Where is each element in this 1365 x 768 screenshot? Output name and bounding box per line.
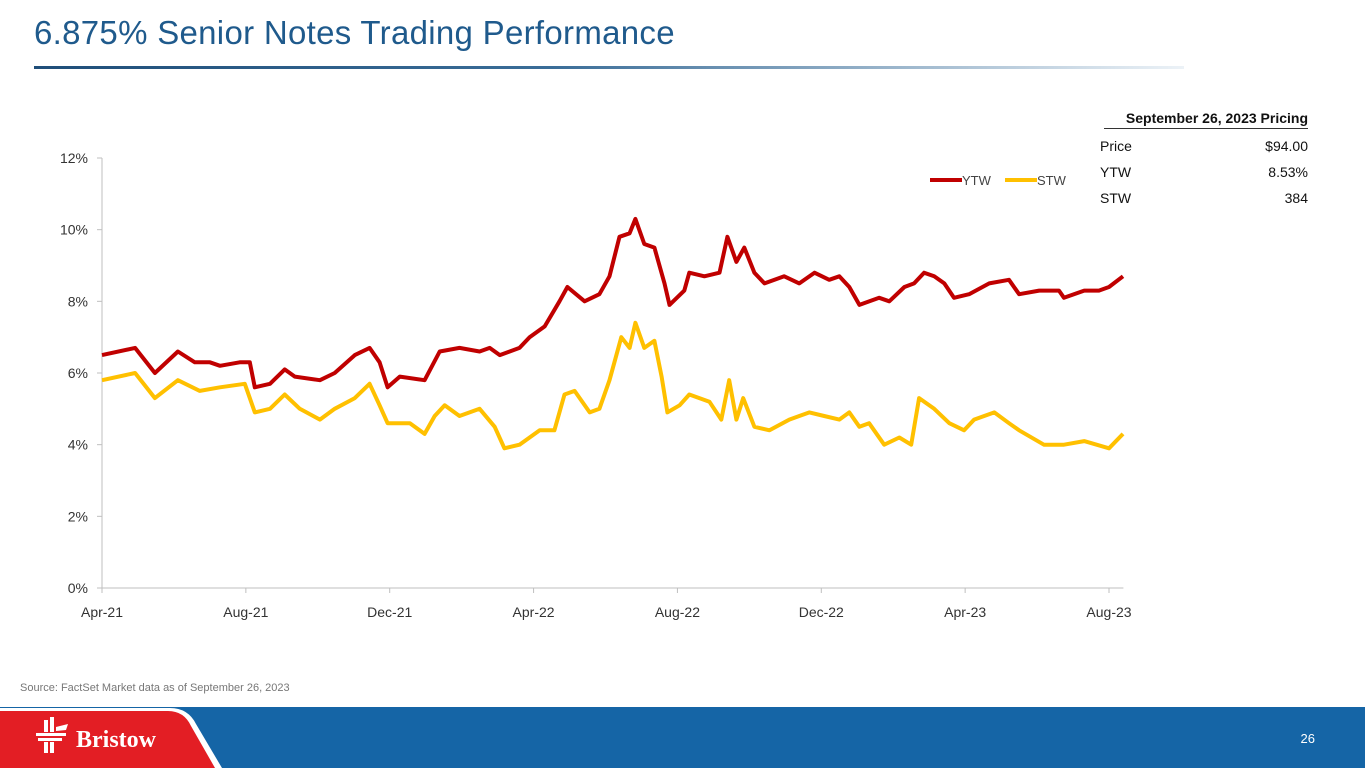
x-tick-label: Apr-23: [944, 604, 986, 620]
pricing-header: September 26, 2023 Pricing: [1104, 110, 1308, 129]
y-tick-label: 12%: [60, 150, 88, 166]
x-tick-label: Aug-21: [223, 604, 268, 620]
pricing-row-price: Price $94.00: [1100, 133, 1308, 159]
y-tick-label: 8%: [68, 293, 88, 309]
page-title: 6.875% Senior Notes Trading Performance: [34, 14, 675, 51]
legend-label: STW: [1037, 173, 1067, 188]
x-tick-label: Aug-23: [1086, 604, 1131, 620]
logo-background: [0, 708, 222, 768]
title-divider: [34, 66, 1184, 69]
pricing-value: 384: [1284, 190, 1308, 206]
chart-legend: YTW STW: [930, 173, 1067, 188]
y-tick-label: 0%: [68, 580, 88, 596]
pricing-label: YTW: [1100, 164, 1132, 180]
pricing-label: STW: [1100, 190, 1132, 206]
footer-bar: [0, 707, 1365, 768]
legend-label: YTW: [962, 173, 992, 188]
trading-performance-chart: 0% 2% 4% 6% 8% 10% 12% Apr-21 Aug-21 Dec-21 Apr-22…: [60, 150, 1132, 620]
y-tick-label: 10%: [60, 222, 88, 238]
series-line-ytw: [101, 216, 1125, 390]
pricing-table: September 26, 2023 Pricing Price $94.00 …: [1100, 110, 1308, 211]
pricing-label: Price: [1100, 138, 1132, 154]
x-tick-label: Dec-21: [367, 604, 412, 620]
pricing-value: 8.53%: [1268, 164, 1308, 180]
pricing-value: $94.00: [1265, 138, 1308, 154]
x-tick-label: Apr-21: [81, 604, 123, 620]
y-tick-label: 2%: [68, 508, 88, 524]
source-note: Source: FactSet Market data as of Septem…: [20, 682, 290, 694]
page-number: 26: [1300, 731, 1315, 746]
x-tick-label: Aug-22: [655, 604, 700, 620]
series-line-stw: [101, 320, 1125, 451]
pricing-row-ytw: YTW 8.53%: [1100, 159, 1308, 185]
x-tick-label: Dec-22: [799, 604, 844, 620]
bristow-logo: Bristow: [76, 727, 156, 753]
pricing-row-stw: STW 384: [1100, 185, 1308, 211]
y-tick-label: 4%: [68, 437, 88, 453]
bristow-logo-icon: [36, 717, 68, 753]
y-tick-label: 6%: [68, 365, 88, 381]
x-tick-label: Apr-22: [513, 604, 555, 620]
